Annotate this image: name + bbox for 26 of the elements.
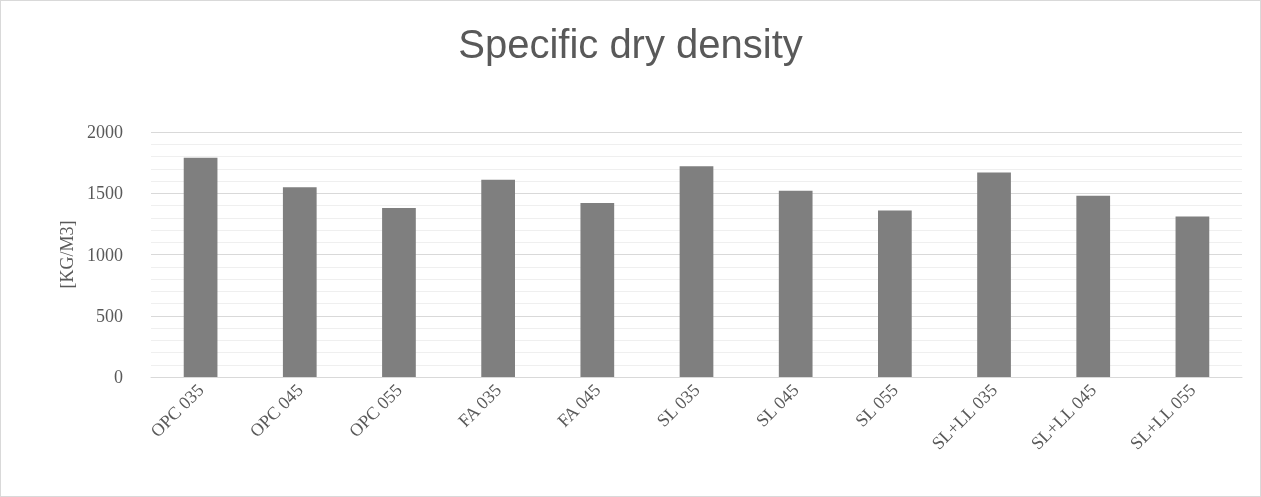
- bar: [1175, 216, 1210, 377]
- y-tick-label: 1000: [87, 244, 123, 265]
- x-tick-label: OPC 045: [245, 379, 307, 442]
- y-tick-label: 500: [96, 305, 123, 326]
- x-tick-label: OPC 055: [344, 379, 407, 442]
- y-tick-label: 1500: [87, 183, 123, 204]
- y-axis-title: [KG/M3]: [57, 220, 78, 289]
- x-tick-label: FA 045: [553, 379, 605, 431]
- bar: [878, 210, 912, 377]
- x-tick-label: FA 035: [454, 379, 506, 431]
- bar: [1076, 195, 1111, 377]
- bar: [282, 187, 317, 377]
- bar: [679, 166, 714, 377]
- bar: [183, 157, 218, 377]
- x-tick-label: SL 045: [751, 379, 803, 431]
- x-tick-label: OPC 035: [146, 379, 208, 442]
- bar: [580, 203, 615, 377]
- chart-title: Specific dry density: [458, 22, 803, 66]
- bar: [382, 207, 416, 377]
- bar: [481, 179, 515, 377]
- y-tick-label: 0: [114, 367, 123, 387]
- x-tick-label: SL 055: [851, 379, 902, 431]
- bar: [778, 190, 813, 377]
- y-tick-label: 2000: [87, 122, 123, 142]
- x-tick-label: SL 035: [652, 379, 704, 431]
- bar: [977, 172, 1011, 377]
